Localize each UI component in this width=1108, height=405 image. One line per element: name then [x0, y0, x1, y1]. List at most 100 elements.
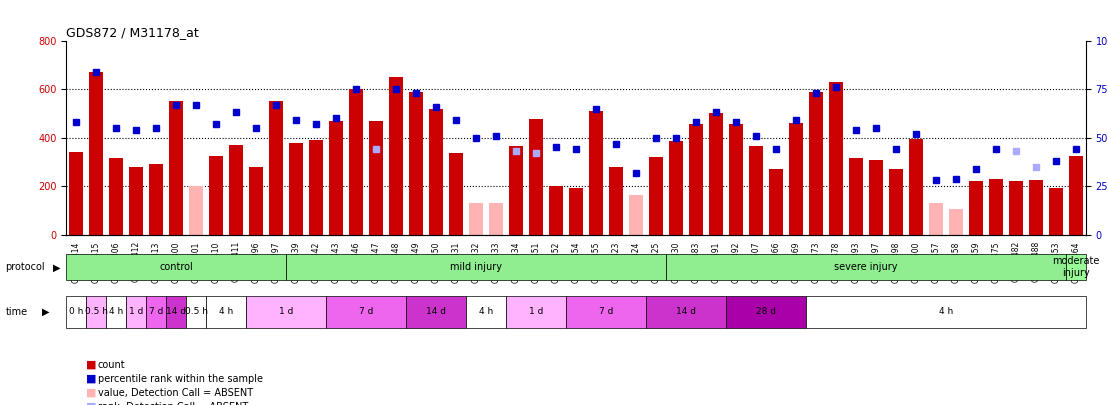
Text: 1 d: 1 d: [279, 307, 294, 316]
Text: 1 d: 1 d: [529, 307, 543, 316]
Text: 4 h: 4 h: [938, 307, 953, 316]
Text: 4 h: 4 h: [479, 307, 493, 316]
FancyBboxPatch shape: [1066, 254, 1086, 280]
Bar: [849, 158, 863, 235]
FancyBboxPatch shape: [246, 296, 327, 328]
Bar: [289, 143, 304, 235]
Bar: [589, 111, 603, 235]
Bar: [1009, 181, 1023, 235]
FancyBboxPatch shape: [806, 296, 1086, 328]
Text: 14 d: 14 d: [427, 307, 447, 316]
Text: 28 d: 28 d: [756, 307, 776, 316]
FancyBboxPatch shape: [66, 296, 86, 328]
FancyBboxPatch shape: [666, 254, 1066, 280]
Bar: [510, 146, 523, 235]
Bar: [948, 209, 963, 235]
FancyBboxPatch shape: [726, 296, 806, 328]
Bar: [269, 101, 284, 235]
Text: 4 h: 4 h: [110, 307, 124, 316]
Bar: [669, 141, 684, 235]
Text: control: control: [160, 262, 193, 272]
Bar: [968, 181, 983, 235]
Text: 1 d: 1 d: [130, 307, 144, 316]
Bar: [70, 152, 83, 235]
Bar: [189, 186, 204, 235]
Bar: [709, 113, 724, 235]
Bar: [449, 153, 463, 235]
FancyBboxPatch shape: [146, 296, 166, 328]
Text: value, Detection Call = ABSENT: value, Detection Call = ABSENT: [98, 388, 253, 398]
Bar: [249, 167, 264, 235]
Bar: [90, 72, 103, 235]
Bar: [409, 92, 423, 235]
Bar: [789, 123, 803, 235]
Text: 0.5 h: 0.5 h: [85, 307, 107, 316]
Bar: [989, 179, 1003, 235]
Text: rank, Detection Call = ABSENT: rank, Detection Call = ABSENT: [98, 402, 248, 405]
Bar: [389, 77, 403, 235]
Text: ■: ■: [86, 360, 96, 369]
Bar: [570, 188, 583, 235]
Bar: [889, 169, 903, 235]
Bar: [490, 203, 503, 235]
Text: 14 d: 14 d: [166, 307, 186, 316]
Bar: [110, 158, 123, 235]
Text: ▶: ▶: [42, 307, 50, 317]
Bar: [369, 121, 383, 235]
Bar: [469, 203, 483, 235]
FancyBboxPatch shape: [286, 254, 666, 280]
Text: ■: ■: [86, 374, 96, 384]
Text: 14 d: 14 d: [676, 307, 696, 316]
Bar: [309, 140, 324, 235]
Bar: [1049, 188, 1063, 235]
Bar: [649, 157, 663, 235]
FancyBboxPatch shape: [407, 296, 466, 328]
Bar: [429, 109, 443, 235]
Text: 7 d: 7 d: [359, 307, 373, 316]
Text: GDS872 / M31178_at: GDS872 / M31178_at: [66, 26, 199, 39]
Text: percentile rank within the sample: percentile rank within the sample: [98, 374, 263, 384]
Bar: [530, 119, 543, 235]
FancyBboxPatch shape: [86, 296, 106, 328]
Bar: [829, 82, 843, 235]
Text: ▶: ▶: [53, 262, 61, 272]
Bar: [1069, 156, 1083, 235]
Text: severe injury: severe injury: [834, 262, 897, 272]
FancyBboxPatch shape: [466, 296, 506, 328]
Text: ■: ■: [86, 388, 96, 398]
Text: mild injury: mild injury: [450, 262, 502, 272]
Bar: [729, 124, 743, 235]
Bar: [869, 160, 883, 235]
Text: 0 h: 0 h: [70, 307, 84, 316]
Text: protocol: protocol: [6, 262, 45, 272]
Text: 7 d: 7 d: [599, 307, 614, 316]
FancyBboxPatch shape: [66, 254, 286, 280]
Text: 0.5 h: 0.5 h: [185, 307, 208, 316]
FancyBboxPatch shape: [106, 296, 126, 328]
Bar: [769, 169, 783, 235]
Bar: [749, 146, 763, 235]
Bar: [209, 156, 224, 235]
Bar: [809, 92, 823, 235]
Text: count: count: [98, 360, 125, 369]
FancyBboxPatch shape: [166, 296, 186, 328]
Bar: [130, 167, 143, 235]
Bar: [1029, 180, 1043, 235]
Text: time: time: [6, 307, 28, 317]
Bar: [629, 195, 643, 235]
Bar: [609, 167, 623, 235]
Bar: [329, 121, 343, 235]
Text: 4 h: 4 h: [219, 307, 234, 316]
FancyBboxPatch shape: [206, 296, 246, 328]
FancyBboxPatch shape: [566, 296, 646, 328]
Text: moderate
injury: moderate injury: [1053, 256, 1099, 278]
Bar: [150, 164, 163, 235]
FancyBboxPatch shape: [327, 296, 407, 328]
FancyBboxPatch shape: [126, 296, 146, 328]
Text: ■: ■: [86, 402, 96, 405]
Bar: [349, 89, 363, 235]
Bar: [929, 203, 943, 235]
FancyBboxPatch shape: [506, 296, 566, 328]
Bar: [689, 124, 704, 235]
Bar: [909, 139, 923, 235]
